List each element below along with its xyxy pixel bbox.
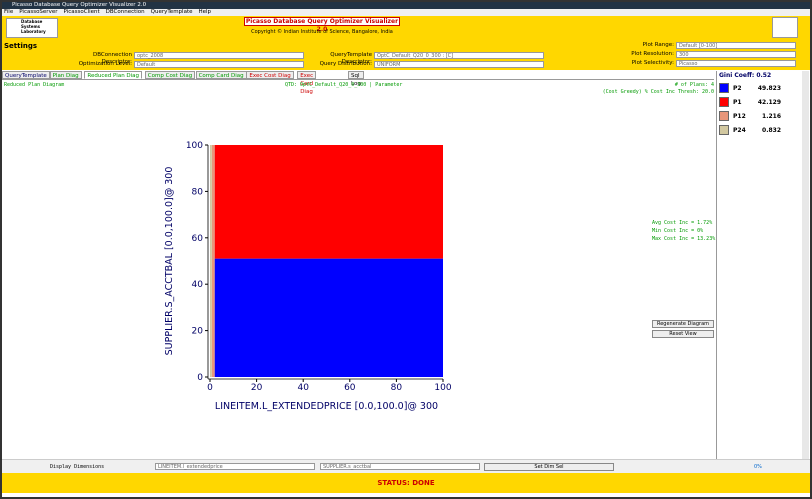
logo-line: Database [21,19,43,24]
setting-label: Plot Selectivity: [631,60,674,66]
y-tick-label: 80 [192,187,204,197]
window-title: Picasso Database Query Optimizer Visuali… [12,2,147,8]
y-axis-label: SUPPLIER.S_ACCTBAL [0.0,100.0]@ 300 [164,167,175,356]
stat: Min Cost Inc = 0% [652,228,704,234]
display-dimensions: Display Dimensions [50,464,105,470]
y-tick-label: 0 [197,373,203,383]
setting-select[interactable]: optc_2008 [134,52,304,59]
setting-select[interactable]: 300 [676,51,796,58]
dimension-select[interactable]: SUPPLIER.s_acctbal [320,463,480,470]
legend-plan: P1 [733,99,742,106]
scrollbar [802,71,809,459]
plan-region [214,258,443,377]
legend-panel: Gini Coeff: 0.52 P2 49.823 P1 42.129 P12 1.21… [716,71,802,459]
menu-item[interactable]: DBConnection [105,9,145,15]
tab[interactable]: Reduced Plan Diag [84,71,143,79]
setting-select[interactable]: Picasso [676,60,796,67]
setting-label: Optimization Level: [78,61,132,67]
logo-line: Laboratory [21,29,46,34]
plan-region [214,145,443,259]
menu-item[interactable]: Help [198,9,212,15]
header-title: Picasso Database Query Optimizer Visuali… [244,17,400,33]
tab[interactable]: QueryTemplate [2,71,50,79]
diagram-title: Reduced Plan Diagram [4,82,65,88]
legend-swatch [719,125,729,135]
menu-item[interactable]: QueryTemplate [150,9,193,15]
x-tick-label: 20 [251,383,263,393]
right-logo [772,17,798,38]
tab[interactable]: Exec Card Diag [297,71,317,95]
legend-plan: P2 [733,85,742,92]
title-bar: Picasso Database Query Optimizer Visuali… [2,2,810,9]
y-tick-label: 20 [192,327,204,337]
legend-value: 0.832 [762,127,781,134]
setting-label: QueryTemplate Descriptor: [330,52,372,65]
y-tick-label: 100 [186,141,203,151]
x-tick-label: 60 [344,383,356,393]
qtd: QTD: OptC_Default_Q20_0_300 | Parameter [285,82,403,88]
x-tick-label: 80 [391,383,403,393]
plan-region [211,145,215,377]
legend-plan: P24 [733,127,746,134]
stat: Avg Cost Inc = 1.72% [652,220,713,226]
setting-label: DBConnection Descriptor: [92,52,132,65]
legend-swatch [719,97,729,107]
legend-value: 49.823 [757,85,781,92]
setting-label: Plot Range: [642,42,674,48]
legend-swatch [719,111,729,121]
tab-bar: QueryTemplate Plan Diag Reduced Plan Diag C… [2,0,364,95]
status: STATUS: DONE [377,479,435,487]
set-dim-button[interactable]: Set Dim Sel [484,463,614,471]
setting-label: Plot Resolution: [631,51,674,57]
dimension-select[interactable]: LINEITEM.l_extendedprice [155,463,315,470]
threshold: (Cost Greedy) % Cost Inc Thresh: 20.0 [602,89,714,95]
tab[interactable]: Exec Cost Diag [246,71,294,79]
menu-item[interactable]: File [4,9,14,15]
logo-line: Systems [21,24,41,29]
logo: Database Systems Laboratory [6,18,58,38]
x-axis-label: LINEITEM.L_EXTENDEDPRICE [0.0,100.0]@ 30… [215,401,438,412]
y-tick-label: 40 [192,280,204,290]
tab[interactable]: Comp Cost Diag [144,71,196,79]
x-tick-label: 0 [207,383,213,393]
tab[interactable]: Plan Diag [49,71,82,79]
menu-bar: File PicassoServer PicassoClient DBConnecti… [2,9,810,16]
legend-value: 42.129 [757,99,781,106]
settings-title: Settings [4,42,38,50]
y-tick-label: 60 [192,234,204,244]
legend-title: Gini Coeff: 0.52 [719,72,772,79]
menu-item[interactable]: PicassoServer [19,9,58,15]
legend-value: 1.216 [762,113,781,120]
diagram-panel [2,79,714,459]
status-bar: STATUS: DONE [2,473,810,493]
menu-item[interactable]: PicassoClient [63,9,100,15]
setting-select[interactable]: Default [0-100] [676,42,796,49]
zoom: 0% [754,464,762,470]
regenerate-button[interactable]: Regenerate Diagram [652,320,714,328]
legend-plan: P12 [733,113,746,120]
plans-info: # of Plans: 4 [674,82,714,88]
x-tick-label: 100 [434,383,451,393]
copyright: Copyright © Indian Institute of Science,… [251,29,393,35]
legend-swatch [719,83,729,93]
setting-label: Query Distribution: [319,61,372,67]
tab[interactable]: Comp Card Diag [195,71,247,79]
reset-view-button[interactable]: Reset View [652,330,714,338]
stat: Max Cost Inc = 13.23% [652,236,716,242]
tab[interactable]: Sql Log [348,71,364,87]
plan-region [210,145,212,377]
bottom-bar: Display Dimensions LINEITEM.l_extendedpr… [2,459,810,473]
setting-select[interactable]: UNIFORM [374,61,544,68]
settings-panel: Settings DBConnection Descriptor: optc_20… [2,40,810,70]
x-tick-label: 40 [297,383,309,393]
setting-select[interactable]: Default [134,61,304,68]
setting-select[interactable]: OptC_Default_Q20_0_300 : [C] [374,52,544,59]
header: Database Systems Laboratory Picasso Databa… [2,16,810,40]
